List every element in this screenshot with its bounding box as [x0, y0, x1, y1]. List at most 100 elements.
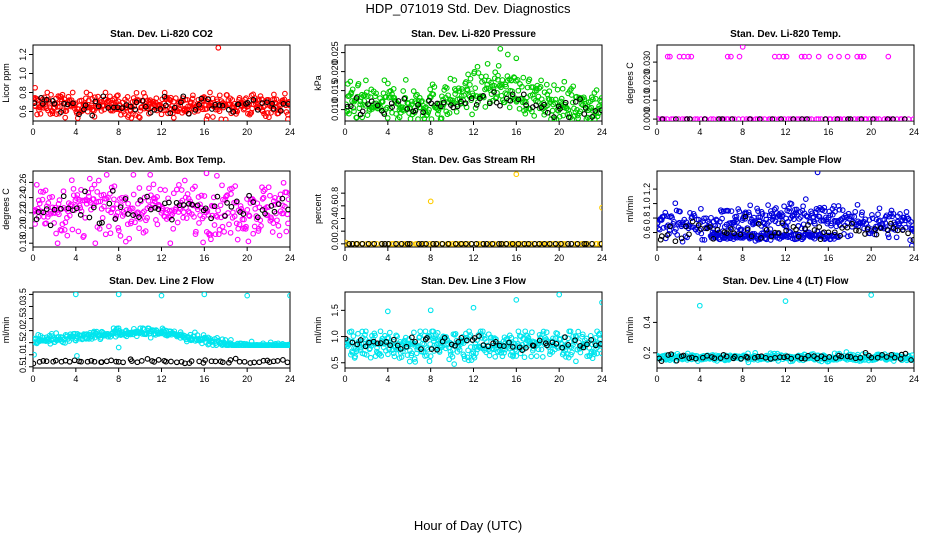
data-point: [458, 334, 465, 341]
panel-1: Stan. Dev. Li-820 CO2 0 4 8 12 16 20 24 0.6 0.8 1.…: [1, 29, 295, 137]
data-point-outlier: [724, 53, 731, 60]
y-tick-label: 1.0: [18, 67, 28, 80]
data-point-outlier: [33, 84, 38, 91]
data-point: [203, 102, 209, 108]
data-point: [708, 116, 714, 121]
data-point: [890, 224, 897, 231]
data-point: [43, 96, 50, 103]
data-point: [61, 227, 68, 233]
data-point: [422, 328, 429, 335]
data-point: [37, 110, 44, 117]
data-point: [893, 234, 900, 241]
x-tick-label: 16: [823, 374, 833, 384]
data-point: [752, 116, 759, 121]
data-point: [219, 223, 226, 230]
data-point: [193, 228, 199, 235]
data-point: [192, 231, 199, 237]
data-point: [102, 231, 109, 238]
data-point: [69, 89, 76, 96]
data-point: [270, 105, 277, 112]
data-point: [666, 230, 672, 237]
data-point: [719, 215, 725, 222]
data-point: [394, 342, 401, 349]
data-point: [596, 330, 602, 337]
data-point: [130, 212, 136, 218]
x-tick-label: 0: [654, 253, 659, 263]
data-point: [673, 357, 680, 364]
data-point: [95, 103, 102, 110]
data-point: [467, 344, 474, 350]
data-point: [426, 358, 433, 365]
data-point: [378, 352, 385, 359]
data-point: [561, 78, 568, 85]
data-point: [412, 359, 419, 365]
data-point: [81, 232, 87, 239]
data-point: [728, 219, 734, 226]
data-point-outlier: [827, 53, 834, 60]
data-point-outlier: [780, 53, 787, 60]
data-point: [475, 70, 482, 76]
data-point: [200, 239, 206, 246]
x-tick-label: 24: [285, 374, 295, 384]
data-point: [103, 358, 110, 365]
data-point: [501, 349, 507, 356]
data-point: [783, 223, 790, 230]
data-point: [196, 220, 202, 226]
x-tick-label: 24: [597, 127, 607, 137]
data-point: [151, 359, 158, 365]
data-point: [147, 171, 154, 178]
data-point: [374, 102, 381, 109]
data-point: [99, 219, 105, 226]
data-point: [275, 201, 282, 207]
data-point: [185, 195, 192, 202]
data-point: [136, 225, 142, 232]
data-point-outlier: [203, 171, 210, 177]
data-point: [56, 197, 63, 203]
data-point-outlier: [728, 53, 734, 60]
data-point: [775, 230, 782, 236]
data-point: [716, 116, 722, 121]
data-point: [886, 116, 893, 121]
data-point: [451, 331, 458, 338]
data-point: [876, 116, 882, 121]
data-point: [804, 116, 810, 121]
data-point: [48, 91, 54, 98]
data-point: [408, 352, 415, 359]
y-tick-label: 0.8: [330, 187, 340, 200]
data-point-outlier: [33, 351, 37, 358]
data-point: [686, 355, 693, 361]
data-point: [583, 240, 590, 247]
data-point: [684, 116, 690, 121]
data-point: [828, 220, 835, 227]
x-tick-label: 16: [199, 127, 209, 137]
data-point: [873, 116, 880, 121]
data-point: [714, 226, 721, 233]
data-point: [381, 77, 388, 84]
data-point: [394, 333, 400, 340]
data-point: [565, 107, 572, 113]
data-point: [278, 108, 284, 114]
data-point: [124, 94, 131, 100]
data-point: [365, 101, 371, 107]
data-point: [811, 220, 818, 227]
data-point: [858, 212, 865, 218]
x-tick-label: 12: [468, 374, 478, 384]
data-point: [506, 339, 512, 346]
data-point: [815, 116, 822, 121]
data-point: [362, 343, 369, 350]
data-point: [672, 238, 679, 245]
data-point: [536, 337, 543, 344]
data-point: [814, 355, 820, 362]
data-point: [200, 360, 207, 366]
data-point: [579, 331, 586, 338]
x-tick-label: 4: [697, 253, 702, 263]
data-point: [355, 330, 361, 337]
data-point: [276, 232, 283, 239]
data-point-outlier: [599, 299, 602, 306]
data-point: [224, 200, 230, 206]
y-tick-label: 0.4: [642, 316, 652, 329]
data-point: [480, 240, 487, 247]
data-point: [836, 206, 843, 213]
data-point: [446, 110, 453, 116]
data-point: [826, 354, 833, 360]
